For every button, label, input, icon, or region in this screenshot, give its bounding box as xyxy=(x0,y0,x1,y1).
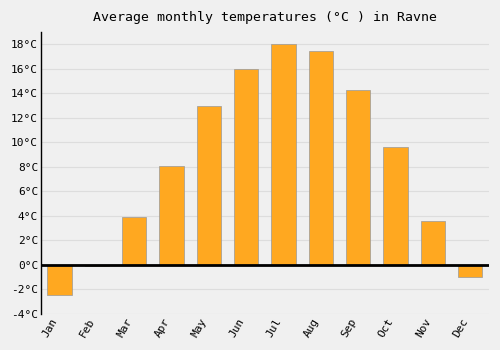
Bar xyxy=(346,90,370,265)
Bar xyxy=(197,106,221,265)
Bar xyxy=(309,50,333,265)
Bar xyxy=(272,44,295,265)
Bar xyxy=(384,147,407,265)
Bar xyxy=(458,265,482,277)
Bar xyxy=(85,265,109,266)
Bar xyxy=(421,220,445,265)
Bar xyxy=(122,217,146,265)
Bar xyxy=(48,265,72,295)
Bar xyxy=(234,69,258,265)
Title: Average monthly temperatures (°C ) in Ravne: Average monthly temperatures (°C ) in Ra… xyxy=(93,11,437,24)
Bar xyxy=(160,166,184,265)
